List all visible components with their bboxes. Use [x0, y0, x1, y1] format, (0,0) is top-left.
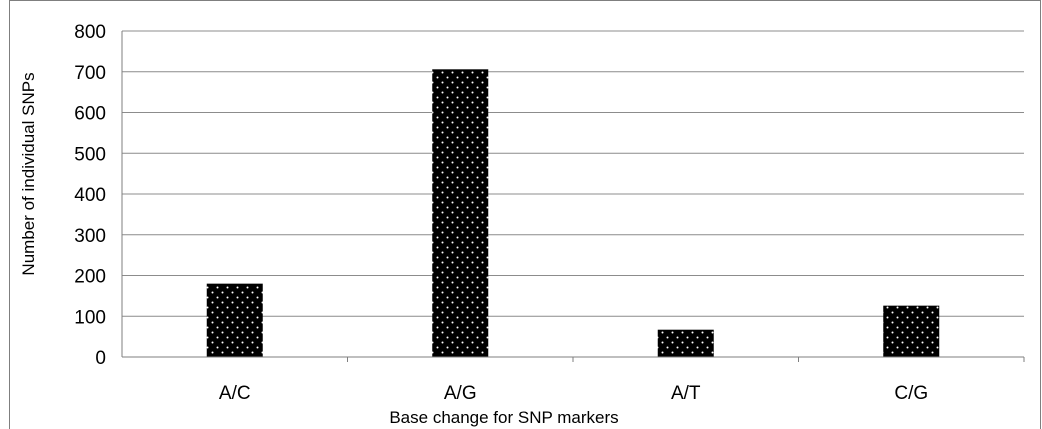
x-axis-ticks: A/C A/G A/T C/G — [219, 357, 1025, 404]
gridlines — [122, 30, 1024, 317]
y-tick-label: 300 — [74, 226, 106, 247]
x-tick-label: C/G — [894, 383, 928, 404]
bars — [206, 69, 940, 358]
y-tick-label: 400 — [74, 185, 106, 206]
chart-frame — [9, 0, 1041, 429]
x-axis-title: Base change for SNP markers — [389, 408, 618, 427]
bar-a-g — [432, 69, 489, 358]
y-tick-label: 200 — [74, 267, 106, 288]
y-tick-label: 500 — [74, 144, 106, 165]
bar-c-g — [883, 305, 940, 357]
x-tick-label: A/C — [219, 383, 251, 404]
bar-a-c — [206, 283, 263, 357]
x-tick-label: A/T — [671, 383, 701, 404]
y-tick-label: 600 — [74, 104, 106, 125]
bar-a-t — [657, 329, 714, 357]
y-axis-title: Number of individual SNPs — [19, 72, 38, 275]
y-tick-label: 100 — [74, 307, 106, 328]
x-tick-label: A/G — [444, 383, 477, 404]
y-tick-label: 800 — [74, 22, 106, 43]
y-axis-ticks: 0 100 200 300 400 500 600 700 800 — [74, 22, 106, 369]
y-tick-label: 700 — [74, 63, 106, 84]
y-tick-label: 0 — [95, 348, 106, 369]
